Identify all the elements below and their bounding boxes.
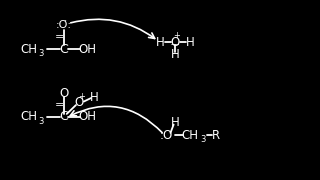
- Text: H: H: [171, 48, 180, 61]
- Text: +: +: [173, 31, 180, 40]
- Text: =: =: [54, 32, 64, 42]
- Text: CH: CH: [182, 129, 199, 142]
- Text: :Ö:: :Ö:: [56, 20, 72, 30]
- Text: =: =: [54, 100, 64, 110]
- Text: :O: :O: [160, 129, 173, 142]
- Text: H: H: [171, 116, 179, 129]
- Text: CH: CH: [20, 110, 37, 123]
- Text: C: C: [59, 110, 68, 123]
- Text: H: H: [186, 36, 195, 49]
- Text: H: H: [156, 36, 164, 49]
- Text: 3: 3: [38, 49, 43, 58]
- Text: —: —: [171, 40, 180, 49]
- Text: 3: 3: [38, 116, 43, 125]
- Text: CH: CH: [20, 43, 37, 56]
- Text: O: O: [171, 36, 180, 49]
- Text: C: C: [59, 43, 68, 56]
- Text: O: O: [75, 96, 84, 109]
- Text: H: H: [90, 91, 99, 104]
- Text: R: R: [212, 129, 220, 142]
- Text: +: +: [78, 92, 85, 101]
- Text: OH: OH: [78, 43, 96, 56]
- Text: O: O: [59, 87, 68, 100]
- Text: OH: OH: [78, 110, 96, 123]
- Text: 3: 3: [201, 135, 206, 144]
